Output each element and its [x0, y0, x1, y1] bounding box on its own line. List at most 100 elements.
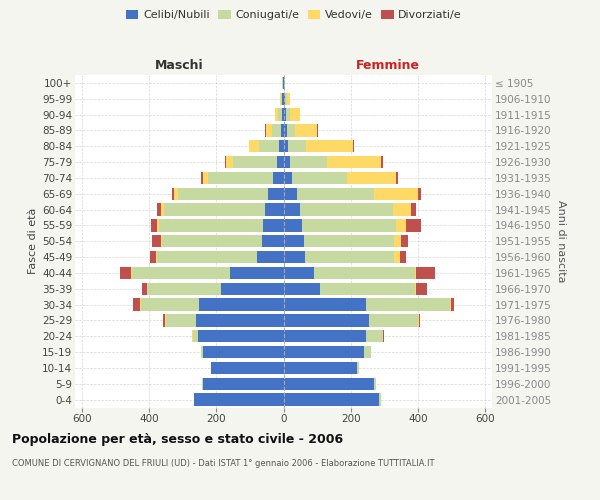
- Bar: [275, 108, 278, 121]
- Bar: [284, 156, 290, 168]
- Bar: [149, 251, 157, 264]
- Bar: [286, 108, 290, 121]
- Bar: [157, 204, 161, 216]
- Bar: [203, 378, 284, 390]
- Bar: [284, 378, 374, 390]
- Bar: [262, 235, 284, 248]
- Bar: [248, 140, 249, 152]
- Bar: [284, 108, 286, 121]
- Bar: [265, 124, 266, 136]
- Bar: [133, 298, 140, 311]
- Bar: [394, 251, 400, 264]
- Bar: [287, 92, 290, 105]
- Bar: [418, 188, 421, 200]
- Bar: [366, 298, 450, 311]
- Bar: [284, 394, 379, 406]
- Text: Popolazione per età, sesso e stato civile - 2006: Popolazione per età, sesso e stato civil…: [12, 432, 343, 446]
- Bar: [282, 108, 284, 121]
- Bar: [164, 204, 265, 216]
- Bar: [146, 282, 148, 295]
- Bar: [132, 266, 230, 279]
- Bar: [451, 298, 454, 311]
- Bar: [379, 394, 381, 406]
- Bar: [287, 140, 306, 152]
- Bar: [259, 140, 280, 152]
- Bar: [301, 204, 393, 216]
- Bar: [202, 378, 203, 390]
- Bar: [396, 172, 398, 184]
- Bar: [283, 76, 284, 89]
- Bar: [415, 266, 416, 279]
- Text: Maschi: Maschi: [155, 60, 203, 72]
- Bar: [302, 219, 396, 232]
- Bar: [416, 282, 427, 295]
- Bar: [284, 172, 292, 184]
- Bar: [415, 282, 416, 295]
- Bar: [266, 124, 272, 136]
- Bar: [374, 188, 418, 200]
- Bar: [306, 140, 353, 152]
- Bar: [383, 330, 384, 342]
- Bar: [284, 204, 301, 216]
- Bar: [198, 330, 284, 342]
- Bar: [226, 156, 233, 168]
- Bar: [295, 124, 317, 136]
- Bar: [201, 346, 203, 358]
- Bar: [230, 266, 284, 279]
- Bar: [196, 314, 284, 326]
- Bar: [284, 362, 358, 374]
- Bar: [418, 314, 419, 326]
- Y-axis label: Fasce di età: Fasce di età: [28, 208, 38, 274]
- Bar: [284, 140, 287, 152]
- Bar: [327, 156, 381, 168]
- Bar: [201, 172, 203, 184]
- Legend: Celibi/Nubili, Coniugati/e, Vedovi/e, Divorziati/e: Celibi/Nubili, Coniugati/e, Vedovi/e, Di…: [122, 6, 466, 25]
- Bar: [381, 156, 383, 168]
- Bar: [290, 156, 327, 168]
- Bar: [284, 188, 297, 200]
- Bar: [120, 266, 131, 279]
- Bar: [257, 251, 284, 264]
- Bar: [142, 282, 146, 295]
- Bar: [284, 92, 285, 105]
- Bar: [249, 140, 259, 152]
- Bar: [233, 156, 277, 168]
- Bar: [400, 251, 406, 264]
- Bar: [394, 235, 401, 248]
- Bar: [292, 172, 347, 184]
- Bar: [290, 108, 301, 121]
- Bar: [280, 140, 284, 152]
- Bar: [320, 282, 415, 295]
- Bar: [353, 140, 354, 152]
- Bar: [406, 219, 421, 232]
- Bar: [278, 108, 282, 121]
- Bar: [401, 235, 408, 248]
- Bar: [317, 124, 318, 136]
- Bar: [151, 219, 157, 232]
- Bar: [358, 362, 359, 374]
- Bar: [193, 330, 198, 342]
- Bar: [272, 124, 281, 136]
- Bar: [165, 314, 166, 326]
- Bar: [203, 346, 284, 358]
- Bar: [191, 330, 193, 342]
- Bar: [172, 188, 174, 200]
- Bar: [284, 235, 304, 248]
- Bar: [131, 266, 132, 279]
- Bar: [364, 346, 371, 358]
- Bar: [287, 124, 295, 136]
- Bar: [396, 219, 406, 232]
- Bar: [211, 362, 284, 374]
- Bar: [366, 330, 383, 342]
- Bar: [411, 204, 416, 216]
- Bar: [277, 156, 284, 168]
- Bar: [285, 92, 287, 105]
- Bar: [450, 298, 451, 311]
- Bar: [157, 251, 257, 264]
- Bar: [263, 219, 284, 232]
- Bar: [284, 219, 302, 232]
- Bar: [265, 204, 284, 216]
- Bar: [268, 188, 284, 200]
- Bar: [284, 266, 314, 279]
- Bar: [297, 188, 374, 200]
